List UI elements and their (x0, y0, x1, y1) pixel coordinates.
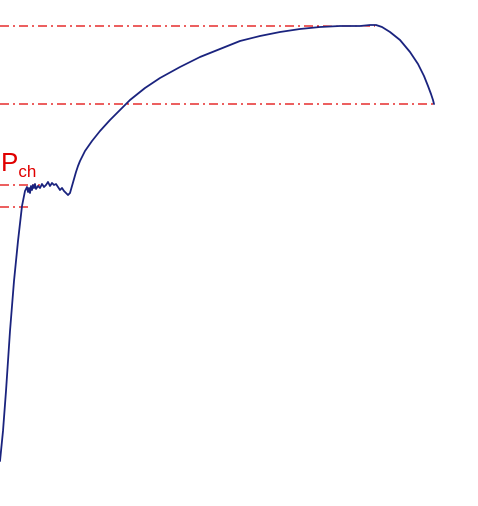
reference-lines (0, 25, 435, 208)
pch-label-sub: ch (18, 162, 36, 181)
pch-label-main: P (1, 147, 18, 177)
load-curve (0, 24, 435, 462)
pch-label: Pch (1, 147, 36, 181)
